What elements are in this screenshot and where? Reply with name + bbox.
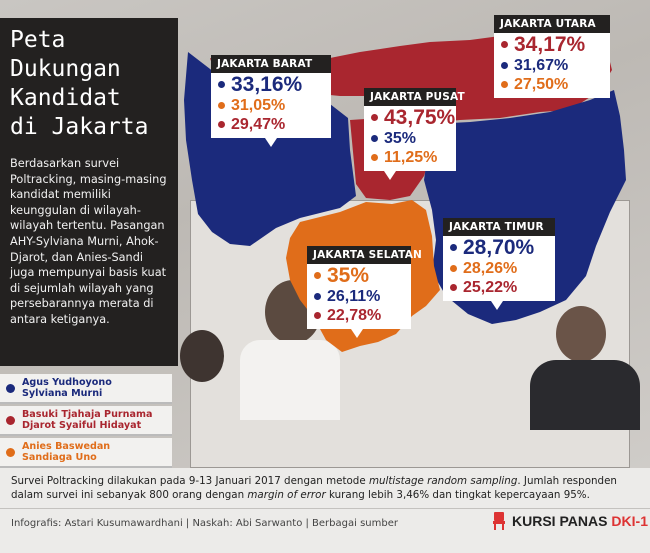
region-row: 29,47% <box>211 115 331 134</box>
region-row: 26,11% <box>307 287 411 306</box>
kursi-panas-logo: KURSI PANAS DKI-1 <box>492 512 648 530</box>
row-dot <box>218 121 225 128</box>
legend-item-ahok: Basuki Tjahaja Purnama Djarot Syaiful Hi… <box>0 406 172 436</box>
legend-dot <box>6 415 15 425</box>
box-pointer <box>265 138 277 147</box>
region-name: JAKARTA PUSAT <box>364 88 465 106</box>
region-row: 31,05% <box>211 96 331 115</box>
region-name: JAKARTA SELATAN <box>307 246 422 264</box>
region-row: 25,22% <box>443 278 555 297</box>
row-dot <box>501 81 508 88</box>
legend-item-ahy: Agus Yudhoyono Sylviana Murni <box>0 374 172 404</box>
survey-note: Survei Poltracking dilakukan pada 9-13 J… <box>11 475 617 501</box>
row-dot <box>371 114 378 121</box>
region-value: 31,67% <box>514 57 569 74</box>
region-row: 22,78% <box>307 306 411 325</box>
region-value: 43,75% <box>384 106 456 129</box>
row-dot <box>501 62 508 69</box>
region-value: 27,50% <box>514 76 569 93</box>
row-dot <box>314 312 321 319</box>
chair-icon <box>493 512 505 530</box>
region-value: 34,17% <box>514 33 586 56</box>
legend-item-anies: Anies Baswedan Sandiaga Uno <box>0 438 172 468</box>
logo-accent-text: DKI-1 <box>611 513 648 529</box>
region-row: 28,70% <box>443 236 555 259</box>
row-dot <box>218 81 225 88</box>
logo-main-text: KURSI PANAS <box>512 513 608 529</box>
footer <box>0 468 650 553</box>
region-box-jakarta-barat: JAKARTA BARAT 33,16% 31,05% 29,47% <box>211 55 331 147</box>
region-value: 22,78% <box>327 307 382 324</box>
region-value: 29,47% <box>231 116 286 133</box>
region-value: 31,05% <box>231 97 286 114</box>
row-dot <box>501 41 508 48</box>
row-dot <box>218 102 225 109</box>
row-dot <box>450 284 457 291</box>
row-dot <box>450 265 457 272</box>
credits-text: Infografis: Astari Kusumawardhani | Nask… <box>11 518 398 529</box>
region-value: 33,16% <box>231 73 303 96</box>
box-pointer <box>384 171 396 180</box>
region-row: 27,50% <box>494 75 610 94</box>
legend-dot <box>6 383 15 393</box>
region-row: 33,16% <box>211 73 331 96</box>
region-value: 35% <box>384 130 417 147</box>
region-value: 35% <box>327 264 370 287</box>
region-box-jakarta-pusat: JAKARTA PUSAT 43,75% 35% 11,25% <box>364 88 465 180</box>
row-dot <box>314 272 321 279</box>
page-title: Peta Dukungan Kandidat di Jakarta <box>10 27 149 140</box>
region-row: 35% <box>364 129 456 148</box>
region-value: 26,11% <box>327 288 381 305</box>
region-box-jakarta-selatan: JAKARTA SELATAN 35% 26,11% 22,78% <box>307 246 422 338</box>
description-text: Berdasarkan survei Poltracking, masing-m… <box>10 157 167 326</box>
region-value: 11,25% <box>384 149 438 166</box>
region-row: 43,75% <box>364 106 456 129</box>
region-row: 11,25% <box>364 148 456 167</box>
region-name: JAKARTA BARAT <box>211 55 331 73</box>
row-dot <box>371 154 378 161</box>
candidate-legend: Agus Yudhoyono Sylviana Murni Basuki Tja… <box>0 374 172 470</box>
region-value: 25,22% <box>463 279 518 296</box>
title-panel: Peta Dukungan Kandidat di Jakarta Berdas… <box>0 18 178 366</box>
row-dot <box>371 135 378 142</box>
box-pointer <box>351 329 363 338</box>
footer-divider <box>0 508 650 509</box>
region-row: 34,17% <box>494 33 610 56</box>
legend-dot <box>6 447 15 457</box>
region-row: 31,67% <box>494 56 610 75</box>
region-value: 28,26% <box>463 260 518 277</box>
region-name: JAKARTA TIMUR <box>443 218 555 236</box>
region-box-jakarta-utara: JAKARTA UTARA 34,17% 31,67% 27,50% <box>494 15 610 98</box>
region-name: JAKARTA UTARA <box>494 15 610 33</box>
row-dot <box>314 293 321 300</box>
box-pointer <box>491 301 503 310</box>
region-value: 28,70% <box>463 236 535 259</box>
row-dot <box>450 244 457 251</box>
region-box-jakarta-timur: JAKARTA TIMUR 28,70% 28,26% 25,22% <box>443 218 555 310</box>
region-row: 35% <box>307 264 411 287</box>
region-row: 28,26% <box>443 259 555 278</box>
